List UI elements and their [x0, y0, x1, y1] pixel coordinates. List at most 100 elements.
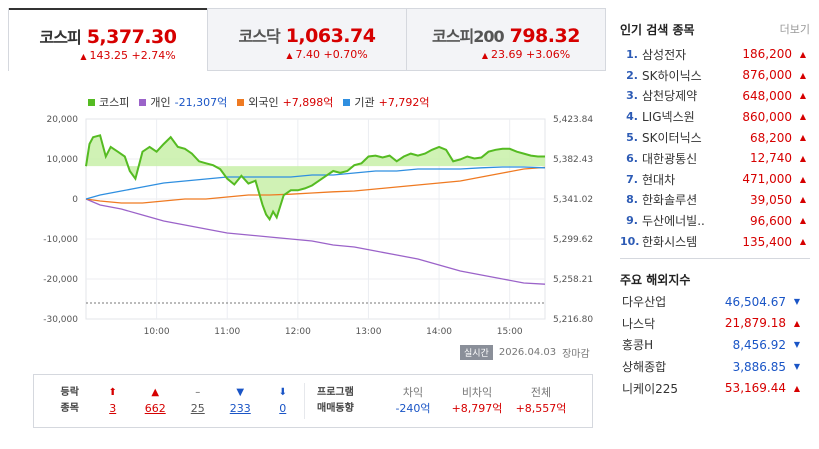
- foreign-line: [85, 166, 546, 204]
- advance-decline-header: 등락 종목: [48, 385, 91, 427]
- tab-rate: +0.70%: [323, 48, 368, 61]
- left-tick-label: 20,000: [47, 115, 79, 125]
- left-tick-label: -10,000: [43, 235, 78, 245]
- advance-decline: 등락 종목 ⬆ 3 ▲ 662 –25 ▼ 233 ⬇ 0: [34, 375, 304, 427]
- flat-icon: –: [195, 387, 201, 398]
- stock-price: 68,200: [750, 130, 792, 145]
- index-value: 21,879.18: [724, 316, 786, 331]
- x-tick-label: 12:00: [285, 327, 311, 337]
- arbitrage: 차익 -240억: [381, 385, 445, 419]
- legend-swatch: [88, 98, 95, 106]
- legend-foreign[interactable]: 외국인 +7,898억: [237, 94, 333, 110]
- index-value: 3,886.85: [732, 359, 786, 374]
- world-index-item[interactable]: 니케이225 53,169.44 ▲: [620, 377, 810, 399]
- legend-kospi[interactable]: 코스피: [88, 94, 129, 110]
- right-tick-label: 5,382.43: [553, 155, 593, 165]
- rank-item[interactable]: 6. 대한광통신 12,740 ▲: [620, 148, 810, 169]
- stock-name: SK이터닉스: [642, 131, 702, 146]
- legend-value: +7,898억: [282, 96, 334, 109]
- legend-value: +7,792억: [378, 96, 430, 109]
- tab-kosdaq[interactable]: 코스닥 1,063.74 ▲ 7.40 +0.70%: [207, 8, 406, 71]
- market-summary: 등락 종목 ⬆ 3 ▲ 662 –25 ▼ 233 ⬇ 0 프로그램 매매동향 차익 -240…: [33, 374, 593, 428]
- right-tick-label: 5,299.62: [553, 235, 593, 245]
- index-name: 홍콩H: [622, 338, 654, 353]
- non-arbitrage-label: 비차익: [461, 386, 493, 399]
- up-arrow-icon: ▲: [799, 91, 806, 101]
- up-arrow-icon: ▲: [793, 383, 800, 393]
- tab-change: 23.69: [490, 48, 523, 61]
- index-tabs: 코스피 5,377.30 ▲ 143.25 +2.74% 코스닥 1,063.74 ▲…: [8, 8, 606, 71]
- stock-name: 현대차: [642, 172, 676, 187]
- world-index-item[interactable]: 나스닥 21,879.18 ▲: [620, 313, 810, 335]
- stock-name: 두산에너빌..: [642, 214, 705, 229]
- arbitrage-value: -240억: [395, 402, 431, 415]
- upper-limit-count: ⬆ 3: [91, 385, 134, 427]
- rank-item[interactable]: 10. 한화시스템 135,400 ▲: [620, 231, 810, 252]
- x-tick-label: 15:00: [497, 327, 523, 337]
- fall-link[interactable]: 233: [229, 402, 251, 415]
- tab-change: 143.25: [89, 49, 128, 62]
- legend-institution[interactable]: 기관 +7,792억: [343, 94, 430, 110]
- index-value: 8,456.92: [732, 337, 786, 352]
- rise-link[interactable]: 662: [144, 402, 166, 415]
- popular-header: 인기 검색 종목 더보기: [620, 18, 810, 40]
- world-index-list: 다우산업 46,504.67 ▼ 나스닥 21,879.18 ▲ 홍콩H 8,456.92 ▼ 상…: [620, 291, 810, 399]
- lower-limit-icon: ⬇: [278, 387, 287, 398]
- header-line: 매매동향: [317, 403, 354, 414]
- rank-item[interactable]: 8. 한화솔루션 39,050 ▲: [620, 190, 810, 211]
- rank-number: 4.: [626, 110, 638, 124]
- stock-name: 대한광통신: [642, 151, 698, 166]
- rank-item[interactable]: 7. 현대차 471,000 ▲: [620, 169, 810, 190]
- tab-kospi[interactable]: 코스피 5,377.30 ▲ 143.25 +2.74%: [9, 8, 207, 71]
- total-value: +8,557억: [515, 402, 567, 415]
- realtime-badge[interactable]: 실시간: [460, 345, 493, 360]
- rank-item[interactable]: 3. 삼천당제약 648,000 ▲: [620, 86, 810, 107]
- stock-price: 135,400: [742, 234, 792, 249]
- header-line: 프로그램: [317, 387, 354, 398]
- rank-item[interactable]: 4. LIG넥스원 860,000 ▲: [620, 106, 810, 127]
- world-index-item[interactable]: 홍콩H 8,456.92 ▼: [620, 334, 810, 356]
- stock-price: 876,000: [742, 68, 792, 83]
- index-value: 53,169.44: [724, 381, 786, 396]
- rank-item[interactable]: 1. 삼성전자 186,200 ▲: [620, 44, 810, 65]
- tab-rate: +2.74%: [131, 49, 176, 62]
- lower-limit-count: ⬇ 0: [262, 385, 305, 427]
- right-tick-label: 5,216.80: [553, 315, 593, 325]
- popular-list: 1. 삼성전자 186,200 ▲ 2. SK하이닉스 876,000 ▲ 3. 삼천당제약 648…: [620, 44, 810, 259]
- rise-icon: ▲: [151, 387, 160, 398]
- stock-price: 12,740: [750, 151, 792, 166]
- rise-count: ▲ 662: [134, 385, 177, 427]
- legend-label: 개인: [150, 96, 171, 109]
- legend-individual[interactable]: 개인 -21,307억: [139, 94, 227, 110]
- upper-limit-link[interactable]: 3: [109, 402, 117, 415]
- stock-price: 186,200: [742, 47, 792, 62]
- rank-item[interactable]: 2. SK하이닉스 876,000 ▲: [620, 65, 810, 86]
- lower-limit-link[interactable]: 0: [279, 402, 287, 415]
- tab-kospi200[interactable]: 코스피200 798.32 ▲ 23.69 +3.06%: [406, 8, 605, 71]
- stock-price: 39,050: [750, 192, 792, 207]
- fall-icon: ▼: [236, 387, 245, 398]
- stock-name: SK하이닉스: [642, 68, 702, 83]
- tab-value: 5,377.30: [86, 26, 177, 48]
- index-name: 니케이225: [622, 381, 679, 396]
- popular-title: 인기 검색 종목: [620, 22, 695, 37]
- world-index-item[interactable]: 다우산업 46,504.67 ▼: [620, 291, 810, 313]
- rank-item[interactable]: 5. SK이터닉스 68,200 ▲: [620, 127, 810, 148]
- legend-label: 기관: [354, 96, 375, 109]
- flat-link[interactable]: 25: [190, 402, 205, 415]
- rank-number: 10.: [620, 235, 640, 249]
- intraday-chart: 20,000 5,423.84 10,000 5,382.43 0 5,341.02 -10…: [43, 115, 593, 337]
- up-arrow-icon: ▲: [799, 133, 806, 143]
- more-link[interactable]: 더보기: [779, 23, 810, 36]
- left-tick-label: -30,000: [43, 315, 78, 325]
- down-arrow-icon: ▼: [793, 340, 800, 350]
- rank-item[interactable]: 9. 두산에너빌.. 96,600 ▲: [620, 210, 810, 231]
- up-arrow-icon: ▲: [481, 51, 488, 60]
- stock-price: 860,000: [742, 109, 792, 124]
- chart-footer: 실시간 2026.04.03 장마감: [460, 345, 590, 360]
- up-arrow-icon: ▲: [793, 318, 800, 328]
- program-trading: 프로그램 매매동향 차익 -240억 비차익 +8,797억 전체 +8,557억: [304, 383, 573, 419]
- world-index-item[interactable]: 상해종합 3,886.85 ▼: [620, 356, 810, 378]
- x-tick-label: 14:00: [426, 327, 452, 337]
